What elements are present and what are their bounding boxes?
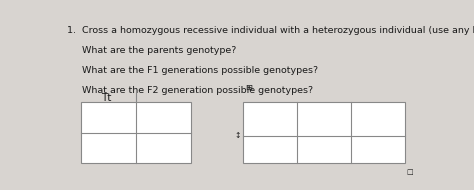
Bar bbox=[243, 102, 404, 163]
Bar bbox=[82, 102, 191, 163]
Text: 1.  Cross a homozygous recessive individual with a heterozygous individual (use : 1. Cross a homozygous recessive individu… bbox=[66, 26, 474, 36]
Text: Tt: Tt bbox=[101, 93, 112, 103]
Text: What are the F2 generation possible genotypes?: What are the F2 generation possible geno… bbox=[66, 86, 313, 95]
Text: □: □ bbox=[407, 169, 413, 175]
Text: What are the F1 generations possible genotypes?: What are the F1 generations possible gen… bbox=[66, 66, 318, 75]
Text: ⊞: ⊞ bbox=[245, 83, 252, 92]
Text: What are the parents genotype?: What are the parents genotype? bbox=[66, 46, 236, 55]
Text: ↕: ↕ bbox=[235, 131, 241, 140]
